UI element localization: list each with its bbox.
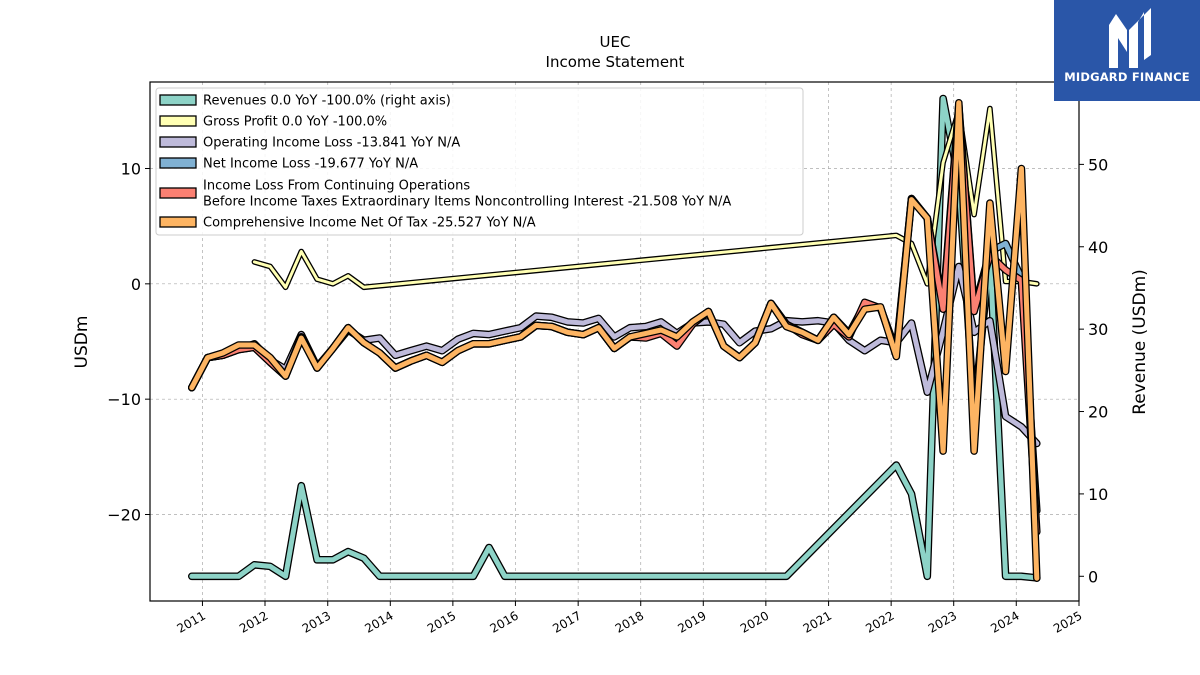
- series-stroke: [189, 100, 1040, 581]
- legend-entry-6: Comprehensive Income Net Of Tax -25.527 …: [159, 216, 536, 231]
- legend-label: Comprehensive Income Net Of Tax -25.527 …: [203, 216, 536, 231]
- legend-label: Revenues 0.0 YoY -100.0% (right axis): [203, 94, 451, 109]
- series-stroke: [189, 96, 1040, 581]
- legend-swatch: [159, 136, 197, 148]
- plot-frame: [149, 81, 1080, 602]
- legend-entry-2: Gross Profit 0.0 YoY -100.0%: [159, 115, 387, 130]
- legend-swatch: [159, 157, 197, 169]
- legend-entry-5: Income Loss From Continuing OperationsBe…: [159, 179, 731, 210]
- y-right-tick-label: 50: [1088, 155, 1108, 174]
- y-right-tick-label: 10: [1088, 485, 1108, 504]
- legend-swatch: [159, 115, 197, 127]
- legend-swatch: [159, 216, 197, 228]
- y-right-tick-label: 20: [1088, 403, 1108, 422]
- series-line-6: [188, 99, 1041, 583]
- y-tick-label: 0: [131, 275, 141, 294]
- chart-subtitle: Income Statement: [546, 53, 685, 71]
- legend-entry-4: Net Income Loss -19.677 YoY N/A: [159, 157, 418, 172]
- y-tick-label: −20: [107, 506, 141, 525]
- legend-entry-3: Operating Income Loss -13.841 YoY N/A: [159, 136, 460, 151]
- brand-mark-icon: [1109, 8, 1151, 68]
- y-tick-label: 10: [121, 160, 141, 179]
- series-lines: [188, 94, 1041, 583]
- y-axis-label: USDm: [72, 316, 92, 369]
- y-right-tick-label: 30: [1088, 320, 1108, 339]
- legend-label: Net Income Loss -19.677 YoY N/A: [203, 157, 418, 172]
- legend-box: [155, 87, 804, 236]
- chart-title: UEC: [600, 33, 631, 51]
- y-right-tick-label: 0: [1088, 567, 1098, 586]
- y-axis-right: 50 40 30 20 10 0: [1079, 155, 1108, 586]
- legend-label: Gross Profit 0.0 YoY -100.0%: [203, 115, 387, 130]
- legend: Revenues 0.0 YoY -100.0% (right axis) Gro…: [155, 87, 804, 236]
- legend-label: Income Loss From Continuing Operations: [203, 179, 470, 194]
- brand-logo: MIDGARD FINANCE: [1054, 0, 1200, 101]
- y-right-tick-label: 40: [1088, 238, 1108, 257]
- legend-swatch: [159, 94, 197, 106]
- legend-label: Operating Income Loss -13.841 YoY N/A: [203, 136, 460, 151]
- series-line-1: [188, 94, 1041, 582]
- y-tick-label: −10: [107, 390, 141, 409]
- y-axis-label-right: Revenue (USDm): [1130, 269, 1150, 415]
- brand-name: MIDGARD FINANCE: [1064, 70, 1190, 84]
- legend-entry-1: Revenues 0.0 YoY -100.0% (right axis): [159, 94, 451, 109]
- legend-label: Before Income Taxes Extraordinary Items …: [203, 195, 731, 210]
- legend-swatch: [159, 187, 197, 199]
- y-axis-left: 10 0 −10 −20: [107, 160, 150, 525]
